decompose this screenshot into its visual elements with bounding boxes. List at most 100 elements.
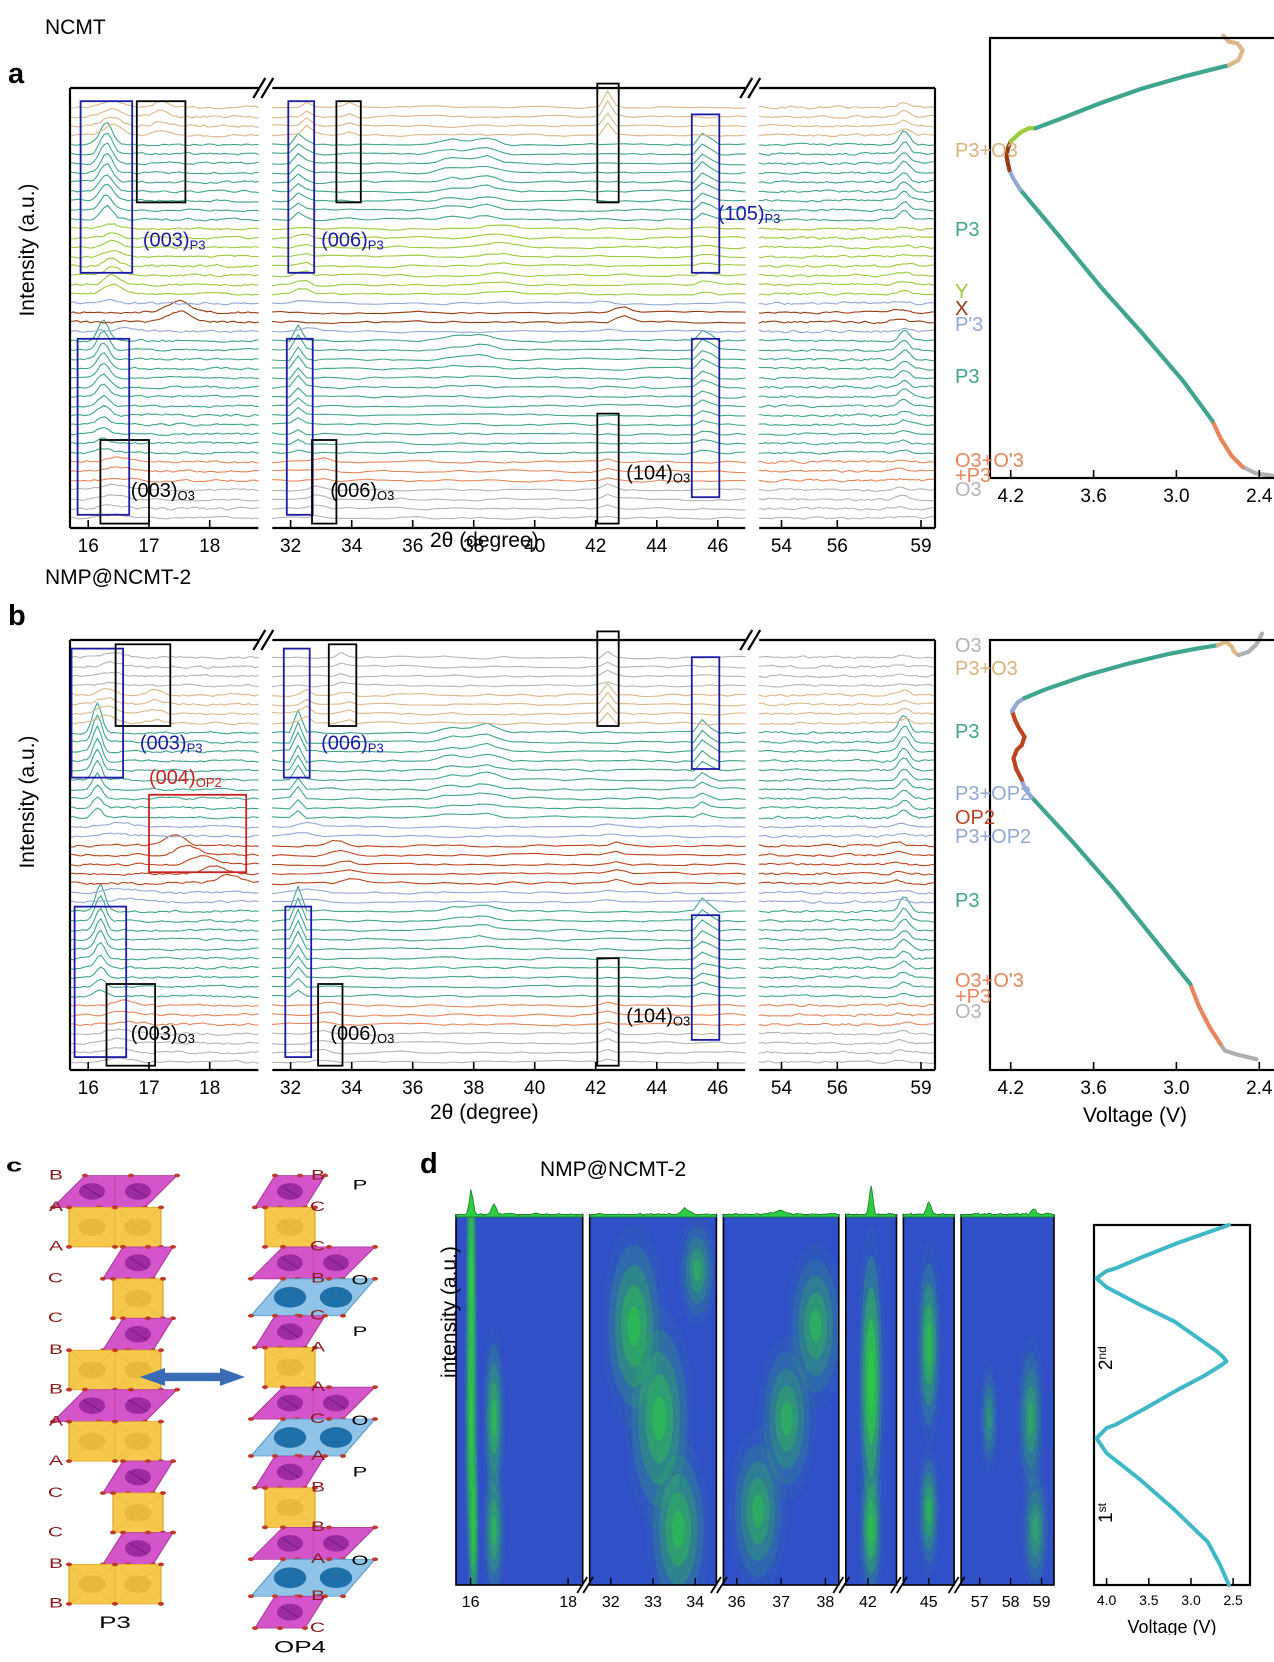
svg-text:P: P (353, 1323, 368, 1339)
svg-text:A: A (311, 1551, 325, 1566)
svg-text:16: 16 (78, 536, 99, 557)
svg-text:3.0: 3.0 (1163, 486, 1189, 507)
svg-text:58: 58 (1002, 1594, 1020, 1611)
svg-text:C: C (310, 1239, 326, 1254)
svg-text:B: B (311, 1480, 325, 1495)
svg-text:44: 44 (646, 1078, 668, 1099)
svg-text:C: C (310, 1307, 326, 1322)
svg-text:2.5: 2.5 (1223, 1592, 1243, 1608)
svg-text:46: 46 (707, 536, 728, 557)
svg-text:3.0: 3.0 (1181, 1592, 1201, 1608)
svg-text:37: 37 (772, 1594, 790, 1611)
svg-text:16: 16 (462, 1594, 480, 1611)
svg-text:56: 56 (827, 1078, 848, 1099)
svg-text:B: B (49, 1556, 63, 1571)
svg-text:2.4: 2.4 (1246, 1078, 1273, 1099)
svg-text:17: 17 (138, 1078, 159, 1099)
svg-text:3.6: 3.6 (1080, 1078, 1106, 1099)
svg-text:16: 16 (78, 1078, 99, 1099)
svg-text:59: 59 (910, 536, 931, 557)
svg-text:C: C (48, 1485, 64, 1500)
svg-text:(003)P3: (003)P3 (140, 733, 203, 756)
svg-text:(003)P3: (003)P3 (143, 229, 206, 252)
svg-text:46: 46 (707, 1078, 728, 1099)
svg-text:B: B (311, 1519, 325, 1534)
svg-text:(006)O3: (006)O3 (330, 1023, 394, 1046)
svg-text:O: O (351, 1272, 368, 1288)
svg-text:A: A (49, 1199, 63, 1214)
svg-text:O: O (351, 1552, 368, 1568)
svg-text:36: 36 (402, 1078, 423, 1099)
svg-text:B: B (49, 1342, 63, 1357)
svg-text:A: A (311, 1379, 325, 1394)
svg-text:(006)P3: (006)P3 (321, 229, 384, 252)
svg-text:32: 32 (602, 1594, 620, 1611)
svg-text:33: 33 (644, 1594, 662, 1611)
svg-text:C: C (48, 1524, 64, 1539)
svg-text:C: C (310, 1411, 326, 1426)
svg-text:44: 44 (646, 536, 668, 557)
svg-text:17: 17 (138, 536, 159, 557)
svg-text:3.0: 3.0 (1163, 1078, 1189, 1099)
svg-text:42: 42 (859, 1594, 877, 1611)
svg-text:A: A (49, 1239, 63, 1254)
svg-text:C: C (310, 1199, 326, 1214)
svg-text:O: O (351, 1412, 368, 1428)
svg-text:A: A (311, 1339, 325, 1354)
svg-text:18: 18 (199, 1078, 220, 1099)
svg-text:(105)P3: (105)P3 (718, 203, 781, 226)
svg-text:B: B (49, 1167, 63, 1182)
svg-text:18: 18 (199, 536, 220, 557)
svg-text:B: B (49, 1596, 63, 1611)
svg-text:1st: 1st (1095, 1502, 1117, 1523)
svg-text:C: C (48, 1310, 64, 1325)
svg-text:54: 54 (771, 1078, 793, 1099)
svg-text:57: 57 (971, 1594, 989, 1611)
svg-text:56: 56 (827, 536, 848, 557)
svg-text:54: 54 (771, 536, 793, 557)
svg-text:38: 38 (817, 1594, 835, 1611)
svg-text:B: B (311, 1167, 325, 1182)
svg-text:(003)O3: (003)O3 (131, 1023, 195, 1046)
svg-text:38: 38 (463, 536, 484, 557)
svg-text:32: 32 (280, 536, 301, 557)
svg-text:A: A (49, 1453, 63, 1468)
svg-text:(006)O3: (006)O3 (330, 480, 394, 503)
svg-text:45: 45 (920, 1594, 938, 1611)
svg-text:P: P (353, 1463, 368, 1479)
svg-text:32: 32 (280, 1078, 301, 1099)
svg-text:42: 42 (585, 536, 606, 557)
svg-text:B: B (311, 1588, 325, 1603)
svg-text:34: 34 (341, 1078, 363, 1099)
svg-text:B: B (49, 1381, 63, 1396)
svg-text:3.6: 3.6 (1080, 486, 1106, 507)
svg-text:42: 42 (585, 1078, 606, 1099)
svg-text:(006)P3: (006)P3 (321, 733, 384, 756)
svg-text:4.0: 4.0 (1097, 1592, 1117, 1608)
svg-text:C: C (48, 1270, 64, 1285)
svg-text:36: 36 (728, 1594, 746, 1611)
svg-text:4.2: 4.2 (997, 486, 1023, 507)
svg-text:Voltage (V): Voltage (V) (1127, 1617, 1216, 1635)
svg-text:c: c (6, 1156, 22, 1177)
svg-text:59: 59 (910, 1078, 931, 1099)
svg-text:(104)O3: (104)O3 (626, 1006, 690, 1029)
svg-text:38: 38 (463, 1078, 484, 1099)
svg-text:18: 18 (559, 1594, 577, 1611)
svg-text:P3: P3 (99, 1613, 131, 1632)
svg-text:40: 40 (524, 536, 545, 557)
svg-text:34: 34 (686, 1594, 704, 1611)
svg-text:P: P (353, 1177, 368, 1193)
svg-text:4.2: 4.2 (997, 1078, 1023, 1099)
svg-text:36: 36 (402, 536, 423, 557)
svg-text:A: A (49, 1413, 63, 1428)
svg-text:(104)O3: (104)O3 (626, 463, 690, 486)
svg-text:A: A (311, 1448, 325, 1463)
svg-text:3.5: 3.5 (1139, 1592, 1159, 1608)
svg-text:2.4: 2.4 (1246, 486, 1273, 507)
svg-text:59: 59 (1033, 1594, 1051, 1611)
svg-text:C: C (310, 1620, 326, 1635)
svg-text:2nd: 2nd (1095, 1346, 1117, 1370)
svg-text:OP4: OP4 (274, 1637, 326, 1656)
svg-text:(003)O3: (003)O3 (131, 480, 195, 503)
